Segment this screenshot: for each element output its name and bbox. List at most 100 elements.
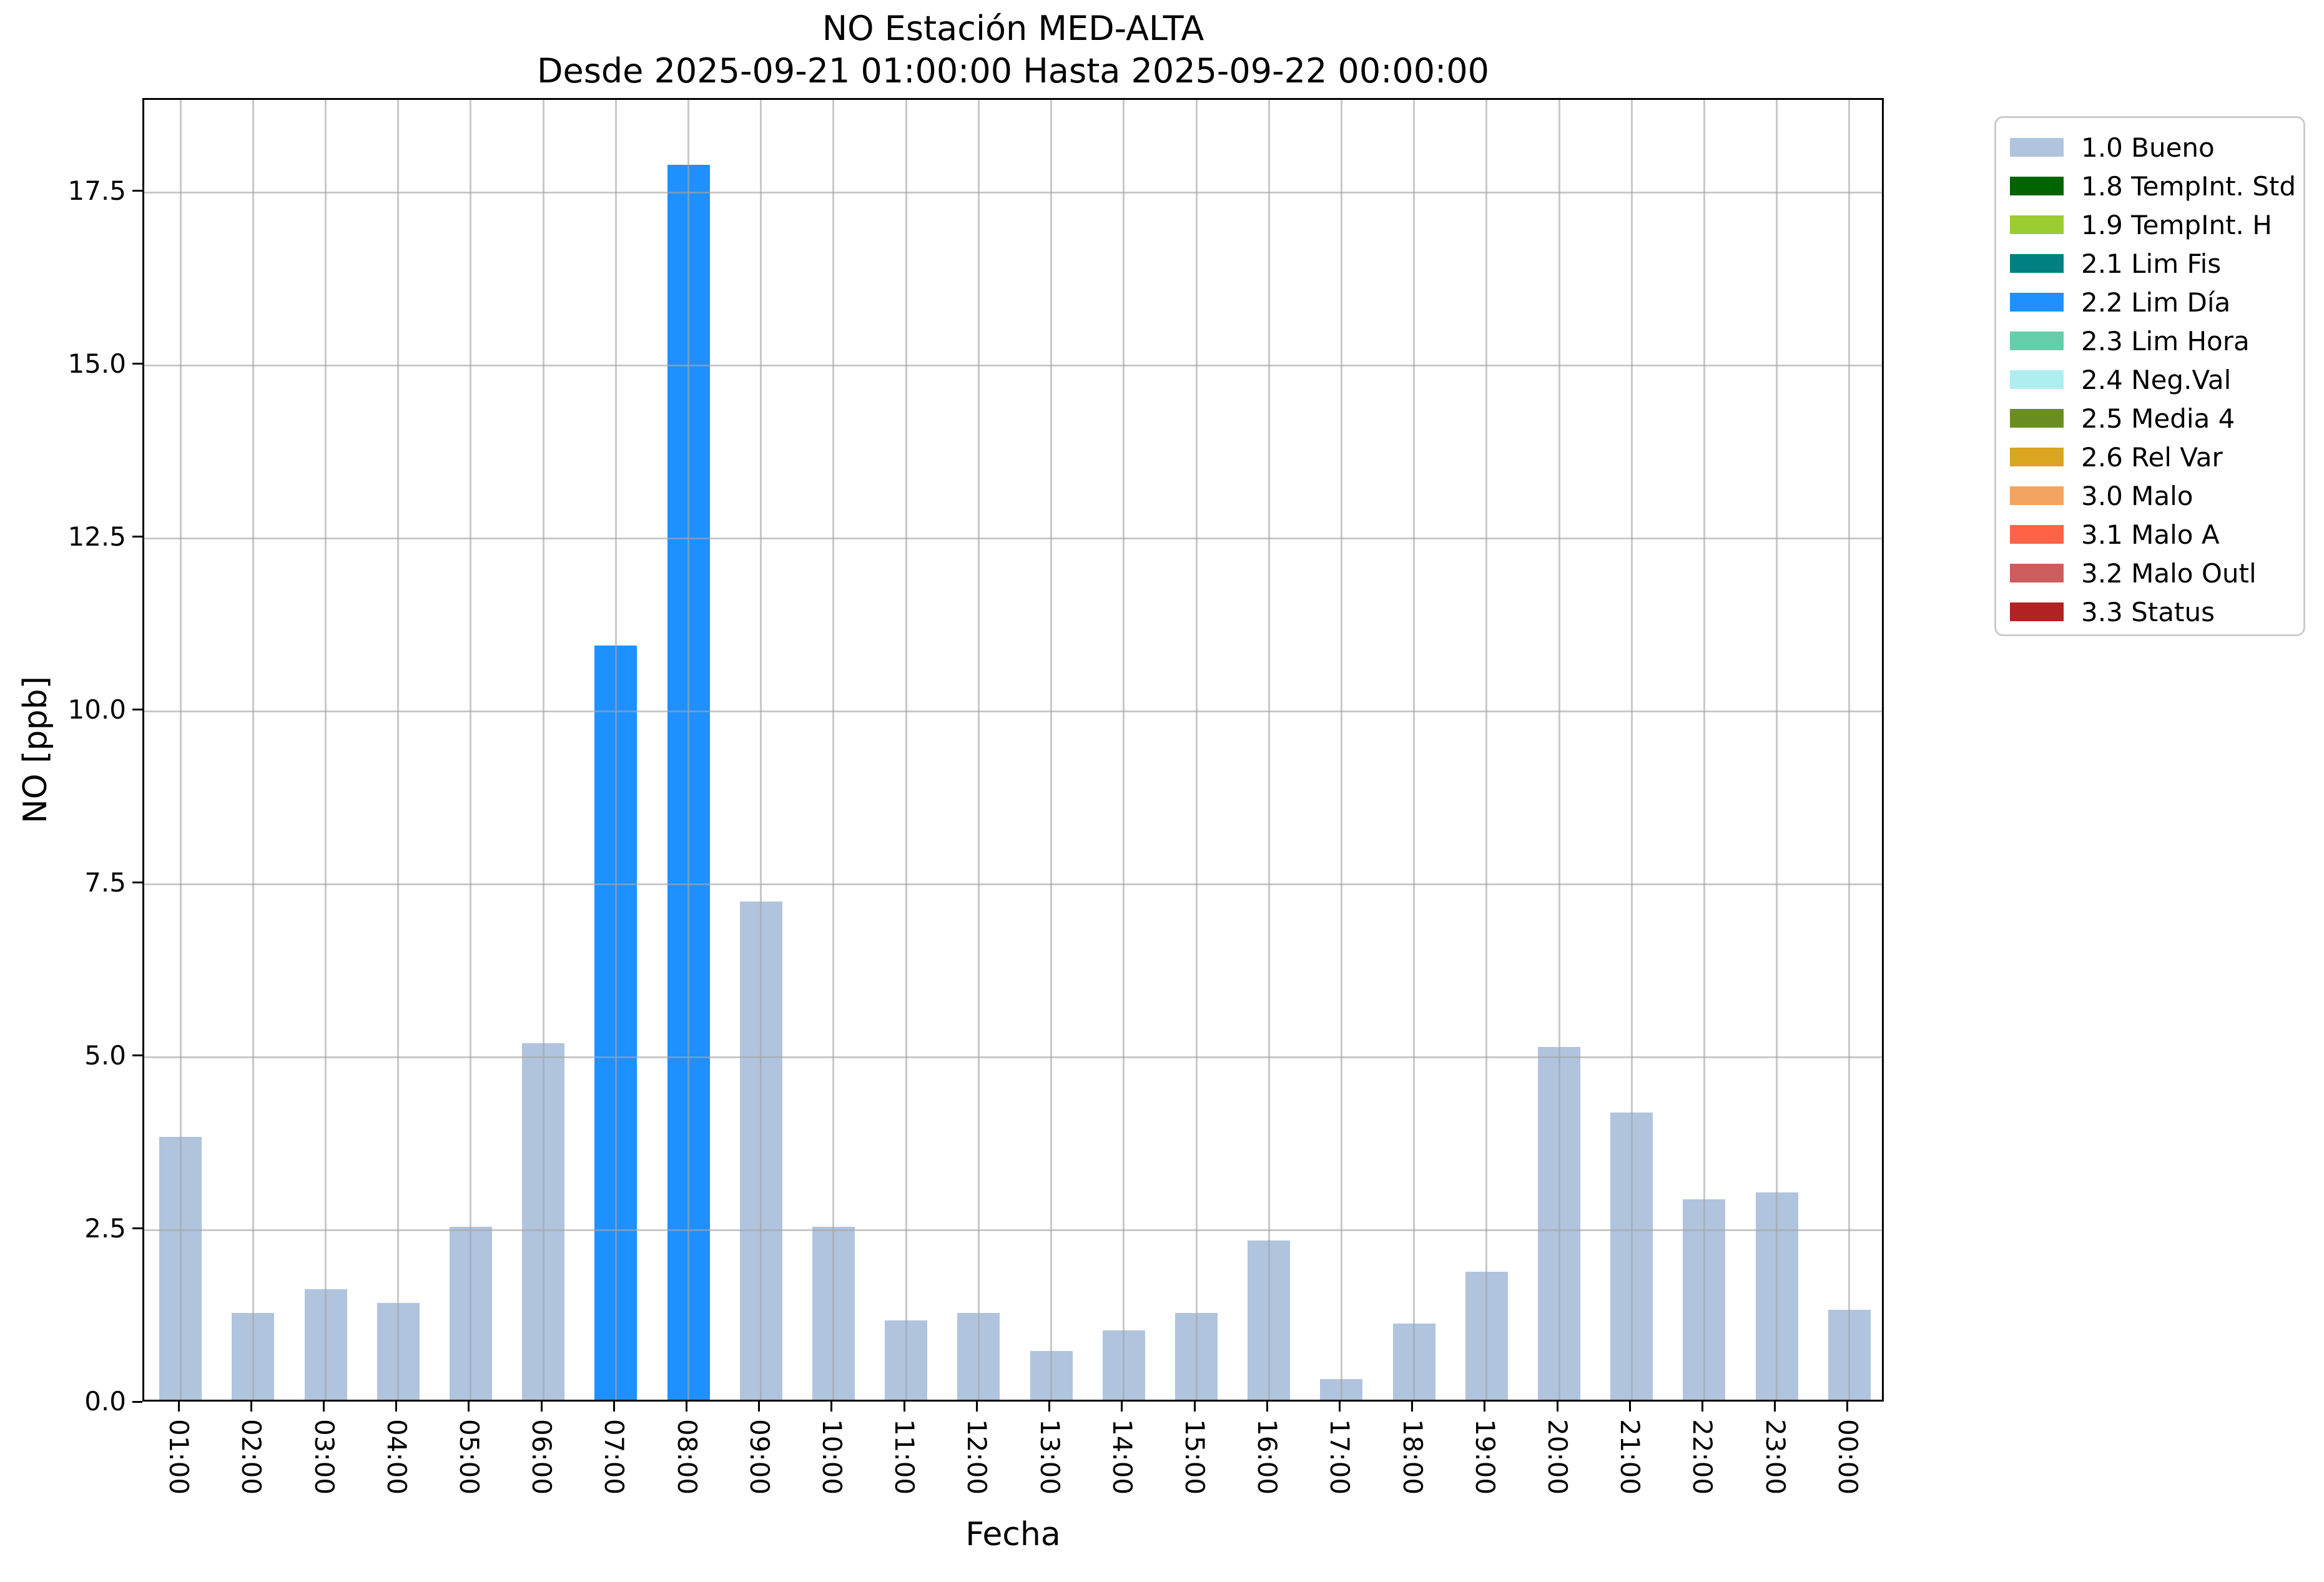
legend-label: 2.3 Lim Hora xyxy=(2081,325,2250,356)
y-tick-mark xyxy=(132,1401,142,1403)
vertical-gridline xyxy=(978,100,980,1400)
legend-label: 1.0 Bueno xyxy=(2081,132,2215,163)
vertical-gridline xyxy=(615,100,617,1400)
vertical-gridline xyxy=(1413,100,1415,1400)
legend-item-2-6: 2.6 Rel Var xyxy=(2010,438,2297,476)
horizontal-gridline xyxy=(144,365,1882,366)
legend-item-1-0: 1.0 Bueno xyxy=(2010,128,2297,167)
legend-swatch xyxy=(2010,409,2064,428)
vertical-gridline xyxy=(252,100,254,1400)
x-tick-label: 15:00 xyxy=(1179,1419,1210,1495)
x-tick-label: 06:00 xyxy=(526,1419,557,1495)
y-tick-mark xyxy=(132,709,142,710)
y-tick-mark xyxy=(132,190,142,192)
legend-swatch xyxy=(2010,602,2064,621)
x-tick-mark xyxy=(1411,1402,1413,1412)
plot-area xyxy=(142,98,1884,1402)
x-tick-mark xyxy=(904,1402,905,1412)
x-tick-label: 22:00 xyxy=(1687,1419,1718,1495)
legend-item-3-1: 3.1 Malo A xyxy=(2010,515,2297,554)
legend-label: 1.9 TempInt. H xyxy=(2081,209,2272,240)
y-tick-label: 10.0 xyxy=(67,694,126,725)
x-tick-mark xyxy=(1484,1402,1485,1412)
vertical-gridline xyxy=(760,100,762,1400)
x-tick-label: 01:00 xyxy=(164,1419,194,1495)
x-tick-label: 21:00 xyxy=(1615,1419,1645,1495)
horizontal-gridline xyxy=(144,538,1882,539)
legend-item-2-4: 2.4 Neg.Val xyxy=(2010,360,2297,399)
horizontal-gridline xyxy=(144,883,1882,885)
x-tick-mark xyxy=(395,1402,397,1412)
horizontal-gridline xyxy=(144,192,1882,194)
legend-item-2-2: 2.2 Lim Día xyxy=(2010,283,2297,322)
legend-item-3-3: 3.3 Status xyxy=(2010,592,2297,631)
chart-subtitle: Desde 2025-09-21 01:00:00 Hasta 2025-09-… xyxy=(536,51,1490,91)
y-tick-label: 2.5 xyxy=(84,1213,126,1244)
legend-swatch xyxy=(2010,370,2064,389)
x-tick-mark xyxy=(1774,1402,1776,1412)
x-tick-label: 00:00 xyxy=(1833,1419,1863,1495)
x-tick-mark xyxy=(1048,1402,1050,1412)
vertical-gridline xyxy=(397,100,399,1400)
horizontal-gridline xyxy=(144,1056,1882,1058)
legend-swatch xyxy=(2010,332,2064,350)
legend-label: 3.2 Malo Outl xyxy=(2081,558,2257,589)
legend-swatch xyxy=(2010,254,2064,273)
x-tick-label: 04:00 xyxy=(382,1419,412,1495)
legend-label: 2.6 Rel Var xyxy=(2081,441,2223,473)
x-tick-mark xyxy=(613,1402,615,1412)
x-tick-label: 09:00 xyxy=(744,1419,775,1495)
vertical-gridline xyxy=(1703,100,1705,1400)
x-tick-label: 17:00 xyxy=(1324,1419,1355,1495)
x-tick-label: 18:00 xyxy=(1397,1419,1428,1495)
legend-swatch xyxy=(2010,564,2064,582)
x-tick-mark xyxy=(250,1402,252,1412)
horizontal-gridline xyxy=(144,710,1882,712)
legend-swatch xyxy=(2010,215,2064,234)
legend-label: 1.8 TempInt. Std xyxy=(2081,170,2297,202)
vertical-gridline xyxy=(1123,100,1125,1400)
x-tick-label: 13:00 xyxy=(1035,1419,1065,1495)
horizontal-gridline xyxy=(144,1229,1882,1231)
y-tick-label: 17.5 xyxy=(67,175,126,206)
x-tick-label: 08:00 xyxy=(672,1419,702,1495)
legend-swatch xyxy=(2010,486,2064,505)
y-tick-label: 7.5 xyxy=(84,867,126,898)
x-tick-mark xyxy=(468,1402,470,1412)
y-tick-mark xyxy=(132,363,142,365)
x-tick-label: 03:00 xyxy=(309,1419,340,1495)
x-tick-mark xyxy=(541,1402,543,1412)
x-tick-label: 14:00 xyxy=(1107,1419,1138,1495)
x-tick-mark xyxy=(758,1402,760,1412)
x-tick-mark xyxy=(323,1402,325,1412)
y-tick-mark xyxy=(132,1227,142,1229)
y-tick-label: 5.0 xyxy=(84,1040,126,1071)
x-tick-mark xyxy=(830,1402,832,1412)
x-tick-mark xyxy=(178,1402,180,1412)
legend-label: 2.1 Lim Fis xyxy=(2081,248,2222,279)
legend-swatch xyxy=(2010,177,2064,195)
legend-label: 2.5 Media 4 xyxy=(2081,403,2235,434)
vertical-gridline xyxy=(543,100,544,1400)
vertical-gridline xyxy=(1848,100,1850,1400)
y-tick-mark xyxy=(132,536,142,538)
chart-title: NO Estación MED-ALTA Desde 2025-09-21 01… xyxy=(142,7,1884,92)
x-tick-mark xyxy=(1701,1402,1703,1412)
y-tick-mark xyxy=(132,1054,142,1056)
vertical-gridline xyxy=(832,100,834,1400)
chart-title-line1: NO Estación MED-ALTA xyxy=(822,9,1204,48)
legend-item-2-5: 2.5 Media 4 xyxy=(2010,399,2297,438)
vertical-gridline xyxy=(470,100,471,1400)
vertical-gridline xyxy=(1050,100,1052,1400)
x-tick-mark xyxy=(1121,1402,1123,1412)
legend-item-1-8: 1.8 TempInt. Std xyxy=(2010,167,2297,205)
x-tick-label: 19:00 xyxy=(1470,1419,1500,1495)
x-tick-mark xyxy=(1846,1402,1848,1412)
x-tick-label: 05:00 xyxy=(454,1419,485,1495)
legend-label: 3.1 Malo A xyxy=(2081,519,2220,550)
vertical-gridline xyxy=(180,100,182,1400)
vertical-gridline xyxy=(1631,100,1633,1400)
legend-label: 2.4 Neg.Val xyxy=(2081,364,2232,395)
x-tick-mark xyxy=(1194,1402,1196,1412)
